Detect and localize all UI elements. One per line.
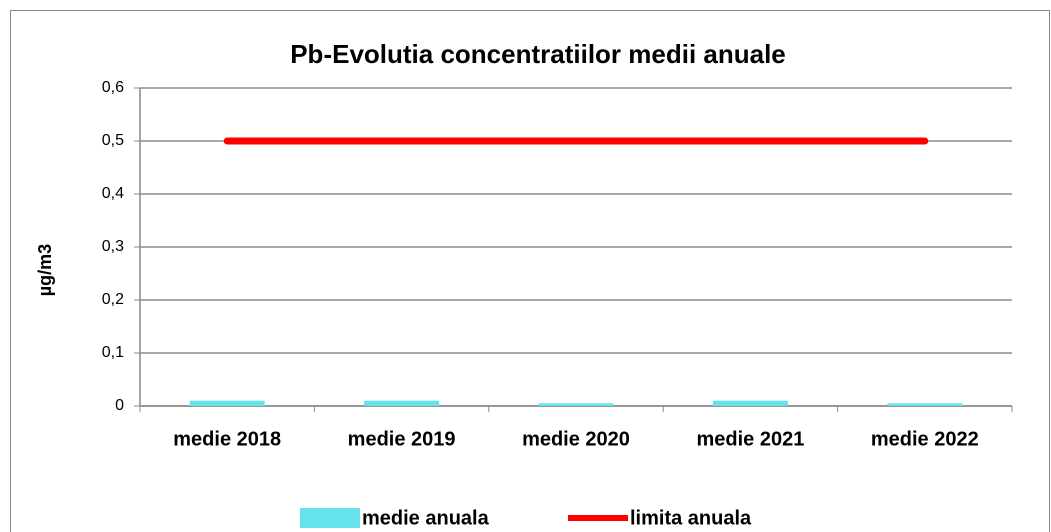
chart-frame	[10, 10, 1050, 532]
legend-label: medie anuala	[362, 507, 490, 529]
x-tick-label: medie 2020	[522, 428, 630, 450]
chart-title: Pb-Evolutia concentratiilor medii anuale	[290, 39, 786, 69]
y-tick-label: 0	[115, 397, 124, 414]
y-tick-label: 0,1	[102, 344, 124, 361]
bar	[189, 400, 265, 406]
bar	[538, 403, 614, 406]
x-tick-label: medie 2019	[348, 428, 456, 450]
y-tick-label: 0,5	[102, 132, 124, 149]
y-tick-label: 0,6	[102, 79, 124, 96]
y-tick-label: 0,4	[102, 185, 124, 202]
bar	[364, 400, 440, 406]
bar	[887, 403, 963, 406]
y-tick-label: 0,2	[102, 291, 124, 308]
bar	[712, 400, 788, 406]
x-tick-label: medie 2022	[871, 428, 979, 450]
y-axis-label: µg/m3	[35, 244, 55, 296]
legend-swatch	[300, 508, 360, 528]
x-tick-label: medie 2021	[696, 428, 804, 450]
y-tick-label: 0,3	[102, 238, 124, 255]
legend-label: limita anuala	[630, 507, 752, 529]
x-tick-label: medie 2018	[173, 428, 281, 450]
